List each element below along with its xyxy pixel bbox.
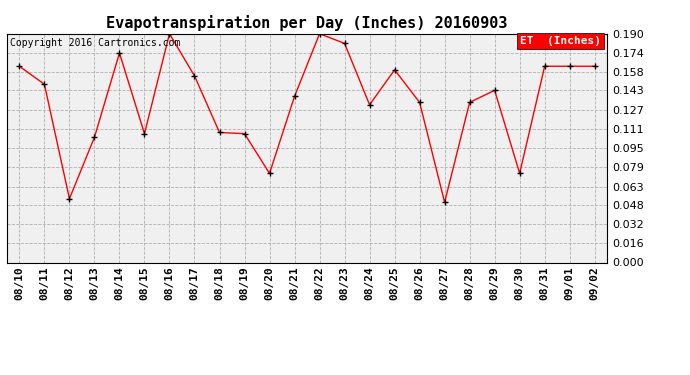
Title: Evapotranspiration per Day (Inches) 20160903: Evapotranspiration per Day (Inches) 2016… bbox=[106, 15, 508, 31]
Text: ET  (Inches): ET (Inches) bbox=[520, 36, 601, 46]
Text: Copyright 2016 Cartronics.com: Copyright 2016 Cartronics.com bbox=[10, 38, 180, 48]
